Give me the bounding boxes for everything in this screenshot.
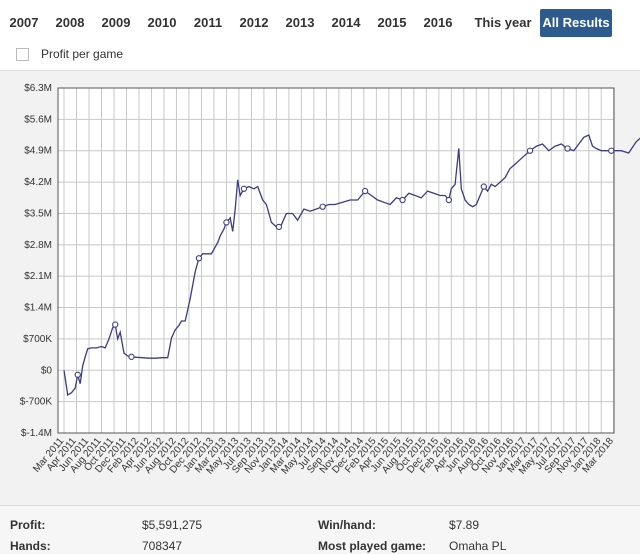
- y-tick-label: $6.3M: [24, 83, 52, 94]
- hands-value: 708347: [142, 539, 183, 553]
- tab-2008[interactable]: 2008: [55, 15, 85, 30]
- y-tick-label: $0: [41, 365, 53, 376]
- tab-2016[interactable]: 2016: [423, 15, 453, 30]
- series-marker: [74, 371, 81, 378]
- tab-2010[interactable]: 2010: [147, 15, 177, 30]
- series-marker: [526, 147, 534, 154]
- y-tick-label: $-700K: [20, 397, 53, 408]
- tab-2013[interactable]: 2013: [285, 15, 315, 30]
- y-tick-label: $2.1M: [24, 271, 52, 282]
- profit-per-game-checkbox[interactable]: [16, 47, 29, 61]
- winhand-label: Win/hand:: [318, 518, 376, 532]
- tab-2012[interactable]: 2012: [239, 15, 269, 30]
- game-label: Most played game:: [318, 539, 427, 553]
- plot-border: [57, 87, 615, 434]
- profit-value: $5,591,275: [142, 518, 203, 532]
- series-marker: [608, 147, 615, 154]
- series-marker: [128, 353, 135, 360]
- y-tick-label: $4.9M: [24, 146, 52, 157]
- tab-2014[interactable]: 2014: [331, 15, 361, 30]
- y-tick-label: $4.2M: [24, 177, 52, 188]
- game-value: Omaha PL: [449, 539, 507, 553]
- profit-chart: $6.3M $5.6M $4.9M $4.2M $3.5M $2.8M $2.1M $1.4M…: [20, 83, 640, 477]
- y-tick-label: $5.6M: [24, 114, 52, 125]
- series-marker: [275, 223, 283, 231]
- series-marker: [195, 255, 203, 262]
- tab-this-year[interactable]: This year: [474, 15, 532, 30]
- tab-all-results[interactable]: All Results: [540, 9, 612, 37]
- profit-label: Profit:: [10, 518, 46, 532]
- series-marker: [445, 196, 452, 204]
- series-marker: [361, 187, 369, 195]
- profit-per-game-toggle[interactable]: Profit per game: [16, 46, 123, 62]
- series-marker: [564, 145, 571, 152]
- chart-panel: $6.3M $5.6M $4.9M $4.2M $3.5M $2.8M $2.1M $1.4M…: [0, 70, 640, 505]
- hands-label: Hands:: [10, 539, 51, 553]
- tab-2011[interactable]: 2011: [193, 15, 223, 30]
- tab-2007[interactable]: 2007: [9, 15, 39, 30]
- y-tick-label: $2.8M: [24, 240, 52, 251]
- stats-panel: Profit: $5,591,275 Win/hand: $7.89 Hands…: [0, 505, 640, 554]
- winhand-value: $7.89: [449, 518, 480, 532]
- series-marker: [240, 185, 248, 192]
- year-tabs: 2007 2008 2009 2010 2011 2012 2013 2014 …: [0, 0, 640, 40]
- y-tick-label: $1.4M: [24, 303, 52, 314]
- tab-2009[interactable]: 2009: [101, 15, 131, 30]
- plot-area: [57, 87, 615, 434]
- y-tick-label: $3.5M: [24, 208, 52, 219]
- y-tick-label: $-1.4M: [21, 428, 52, 439]
- series-marker: [480, 183, 487, 190]
- series-marker: [223, 219, 230, 226]
- y-tick-label: $700K: [23, 334, 52, 345]
- series-marker: [319, 203, 326, 210]
- series-marker: [399, 196, 406, 204]
- tab-2015[interactable]: 2015: [377, 15, 407, 30]
- profit-per-game-label: Profit per game: [41, 47, 124, 61]
- series-marker: [112, 321, 119, 328]
